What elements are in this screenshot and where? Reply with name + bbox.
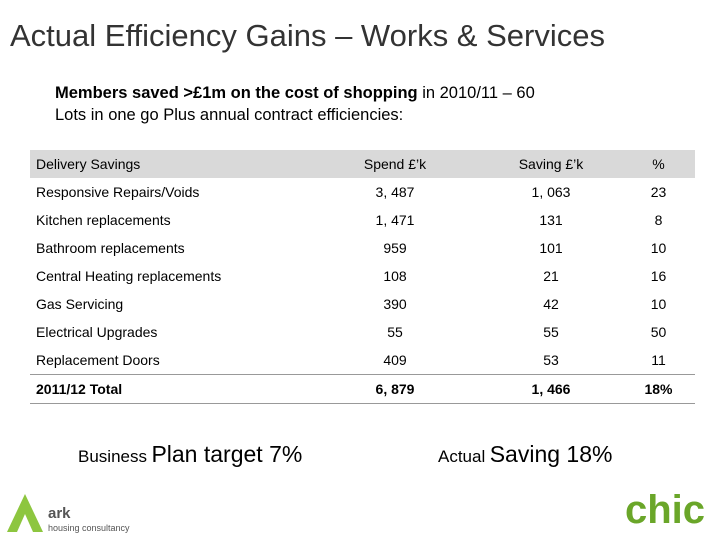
- table-cell: Kitchen replacements: [36, 212, 171, 228]
- table-cell: 10: [650, 296, 667, 312]
- table-cell: Gas Servicing: [36, 296, 124, 312]
- intro-bold: Members saved >£1m on the cost of shoppi…: [55, 84, 418, 102]
- actual-note: Actual Saving 18%: [438, 441, 612, 468]
- table-row: Kitchen replacements 1, 471 131 8: [30, 206, 695, 234]
- table-cell: 11: [651, 352, 666, 368]
- table-cell: Replacement Doors: [36, 352, 160, 368]
- intro: Members saved >£1m on the cost of shoppi…: [55, 82, 535, 126]
- intro-line: Lots in one go Plus annual contract effi…: [55, 106, 404, 124]
- table-cell: Spend £’k: [310, 150, 480, 178]
- table-row: Delivery Savings Spend £’k Saving £’k%: [30, 150, 695, 178]
- ark-icon: [7, 494, 43, 532]
- table-cell: 16: [650, 268, 667, 284]
- intro-line: Members saved >£1m on the cost of shoppi…: [55, 82, 535, 104]
- table-cell: 18%: [622, 374, 695, 404]
- chic-logo: chic: [625, 488, 706, 532]
- table-cell: 55: [543, 324, 559, 340]
- table-cell: 409: [383, 352, 407, 368]
- table-row: Gas Servicing 390 42 10: [30, 290, 695, 318]
- table-cell: 1, 063: [531, 184, 571, 200]
- intro-rest: in 2010/11 – 60: [417, 84, 535, 102]
- table-cell: 1, 466: [480, 374, 622, 404]
- table-cell: 42: [543, 296, 559, 312]
- table-cell: 6, 879: [310, 374, 480, 404]
- table-row: Responsive Repairs/Voids 3, 487 1, 063 23: [30, 178, 695, 206]
- table-cell: 959: [383, 240, 407, 256]
- table-cell: 21: [543, 268, 559, 284]
- table-row: Electrical Upgrades 55 55 50: [30, 318, 695, 346]
- ark-sub: housing consultancy: [48, 523, 130, 533]
- table-row: Replacement Doors 409 53 11: [30, 346, 695, 375]
- note-small: Business: [78, 447, 147, 466]
- table-cell: 131: [539, 212, 563, 228]
- table-cell: Electrical Upgrades: [36, 324, 158, 340]
- note-large: Plan target 7%: [151, 441, 303, 467]
- table-cell: 108: [383, 268, 407, 284]
- table-cell: 10: [650, 240, 667, 256]
- table-cell: 55: [387, 324, 403, 340]
- target-note: Business Plan target 7%: [78, 441, 302, 468]
- table-cell: Responsive Repairs/Voids: [36, 184, 200, 200]
- table-cell: 3, 487: [375, 184, 415, 200]
- table-cell: Saving £’k: [480, 150, 622, 178]
- slide-title: Actual Efficiency Gains – Works & Servic…: [10, 18, 605, 53]
- table-cell: 2011/12 Total: [30, 374, 310, 404]
- table-cell: %: [622, 150, 695, 178]
- table-cell: 1, 471: [375, 212, 415, 228]
- table-cell: Bathroom replacements: [36, 240, 185, 256]
- table-row: Central Heating replacements 108 21 16: [30, 262, 695, 290]
- table-cell: Delivery Savings: [30, 150, 310, 178]
- table-cell: 23: [650, 184, 667, 200]
- table-row: 2011/12 Total 6, 879 1, 466 18%: [30, 374, 695, 404]
- table-row: Bathroom replacements 959 101 10: [30, 234, 695, 262]
- table-cell: 101: [539, 240, 563, 256]
- table-cell: 53: [543, 352, 559, 368]
- note-small: Actual: [438, 447, 486, 466]
- table-cell: 50: [650, 324, 667, 340]
- table-cell: 8: [654, 212, 663, 228]
- table-cell: 390: [383, 296, 407, 312]
- note-large: Saving 18%: [489, 441, 613, 467]
- ark-logo: ark: [48, 505, 71, 522]
- savings-table: Delivery Savings Spend £’k Saving £’k% Resp…: [30, 150, 695, 404]
- table-cell: Central Heating replacements: [36, 268, 222, 284]
